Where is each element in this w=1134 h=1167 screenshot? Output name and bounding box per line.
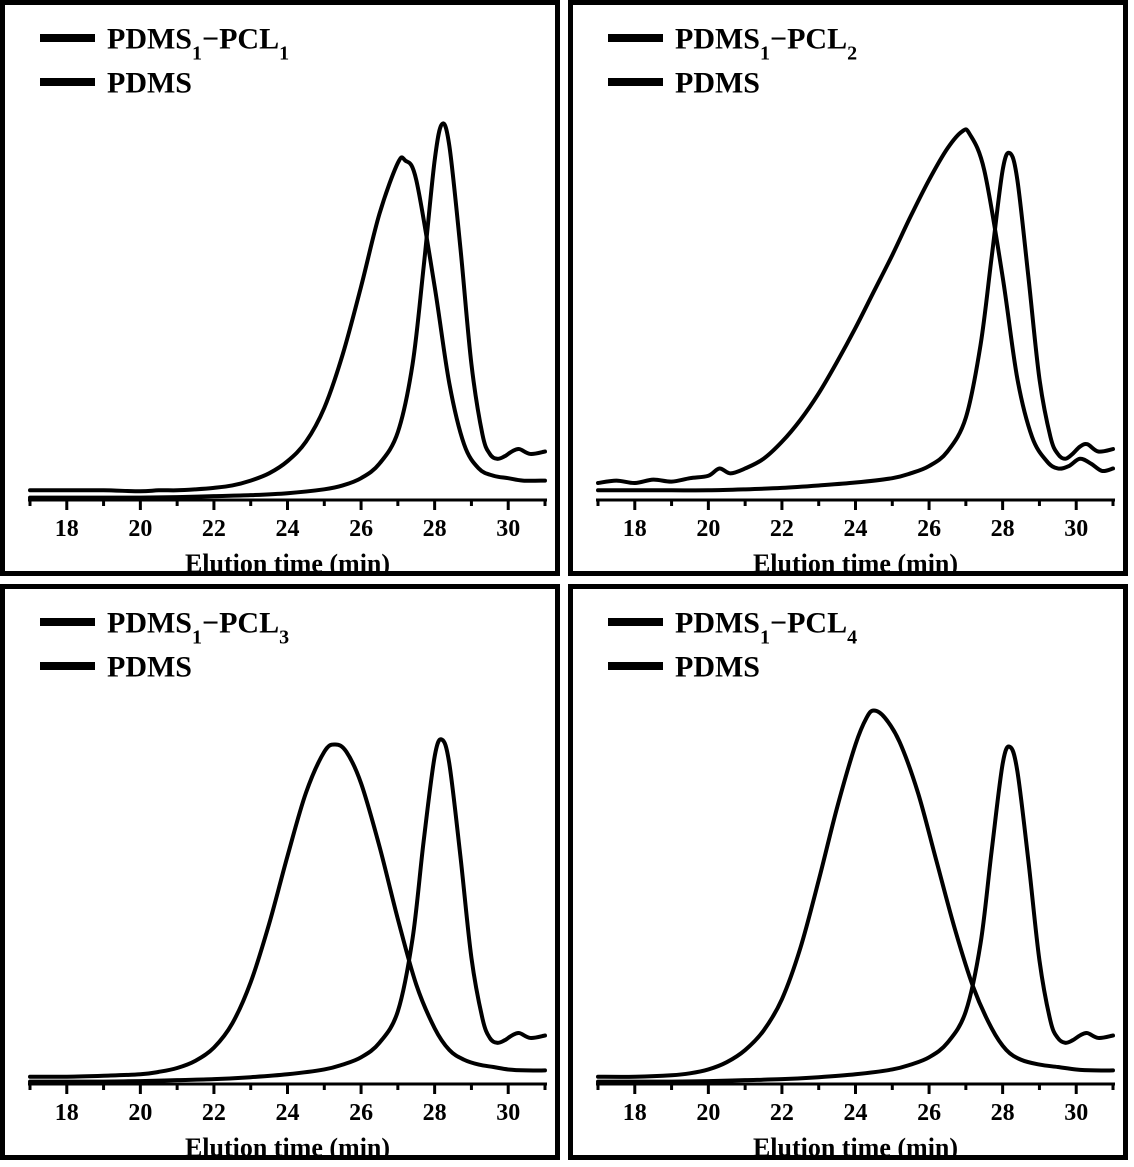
chart-panel: 18 20 22 24 26 28 30 Elution time (min) PDMS1−PC…	[568, 0, 1128, 576]
x-axis-label: Elution time (min)	[185, 1133, 390, 1160]
panel-border	[571, 3, 1126, 574]
xtick-label: 22	[770, 516, 794, 542]
xtick-label: 18	[623, 1100, 647, 1126]
xtick-label: 18	[55, 516, 79, 542]
xtick-label: 28	[423, 516, 447, 542]
legend-label: PDMS1−PCL3	[107, 607, 289, 649]
legend-label: PDMS1−PCL1	[107, 23, 289, 65]
x-axis-label: Elution time (min)	[753, 549, 958, 576]
xtick-label: 22	[202, 1100, 226, 1126]
xtick-label: 22	[202, 516, 226, 542]
xtick-label: 26	[349, 516, 373, 542]
xtick-label: 20	[696, 516, 720, 542]
xtick-label: 24	[276, 516, 300, 542]
xtick-label: 26	[917, 516, 941, 542]
chart-svg: 18 20 22 24 26 28 30 Elution time (min) PDMS1−PC…	[0, 584, 560, 1160]
xtick-label: 26	[917, 1100, 941, 1126]
xtick-label: 24	[276, 1100, 300, 1126]
xtick-label: 30	[496, 516, 520, 542]
xtick-label: 18	[623, 516, 647, 542]
legend-label: PDMS	[107, 651, 192, 684]
xtick-label: 30	[496, 1100, 520, 1126]
xtick-label: 28	[423, 1100, 447, 1126]
xtick-label: 28	[991, 516, 1015, 542]
xtick-label: 20	[696, 1100, 720, 1126]
xtick-label: 24	[844, 516, 868, 542]
series-curve	[598, 711, 1113, 1077]
legend-label: PDMS1−PCL4	[675, 607, 857, 649]
chart-panel: 18 20 22 24 26 28 30 Elution time (min) PDMS1−PC…	[0, 584, 560, 1160]
series-curve	[598, 747, 1113, 1082]
panel-border	[571, 587, 1126, 1158]
legend-label: PDMS	[675, 67, 760, 100]
figure-grid: 18 20 22 24 26 28 30 Elution time (min) PDMS1−PC…	[0, 0, 1134, 1167]
series-curve	[598, 153, 1113, 491]
series-curve	[30, 123, 545, 497]
x-axis-label: Elution time (min)	[753, 1133, 958, 1160]
panel-border	[3, 3, 558, 574]
xtick-label: 20	[128, 1100, 152, 1126]
xtick-label: 22	[770, 1100, 794, 1126]
series-curve	[30, 739, 545, 1081]
legend-label: PDMS	[107, 67, 192, 100]
legend-label: PDMS1−PCL2	[675, 23, 857, 65]
xtick-label: 30	[1064, 516, 1088, 542]
legend-label: PDMS	[675, 651, 760, 684]
series-curve	[598, 129, 1113, 483]
xtick-label: 18	[55, 1100, 79, 1126]
xtick-label: 24	[844, 1100, 868, 1126]
x-axis-label: Elution time (min)	[185, 549, 390, 576]
xtick-label: 26	[349, 1100, 373, 1126]
chart-svg: 18 20 22 24 26 28 30 Elution time (min) PDMS1−PC…	[0, 0, 560, 576]
panel-border	[3, 587, 558, 1158]
chart-panel: 18 20 22 24 26 28 30 Elution time (min) PDMS1−PC…	[568, 584, 1128, 1160]
xtick-label: 20	[128, 516, 152, 542]
chart-svg: 18 20 22 24 26 28 30 Elution time (min) PDMS1−PC…	[568, 584, 1128, 1160]
xtick-label: 30	[1064, 1100, 1088, 1126]
xtick-label: 28	[991, 1100, 1015, 1126]
chart-panel: 18 20 22 24 26 28 30 Elution time (min) PDMS1−PC…	[0, 0, 560, 576]
chart-svg: 18 20 22 24 26 28 30 Elution time (min) PDMS1−PC…	[568, 0, 1128, 576]
